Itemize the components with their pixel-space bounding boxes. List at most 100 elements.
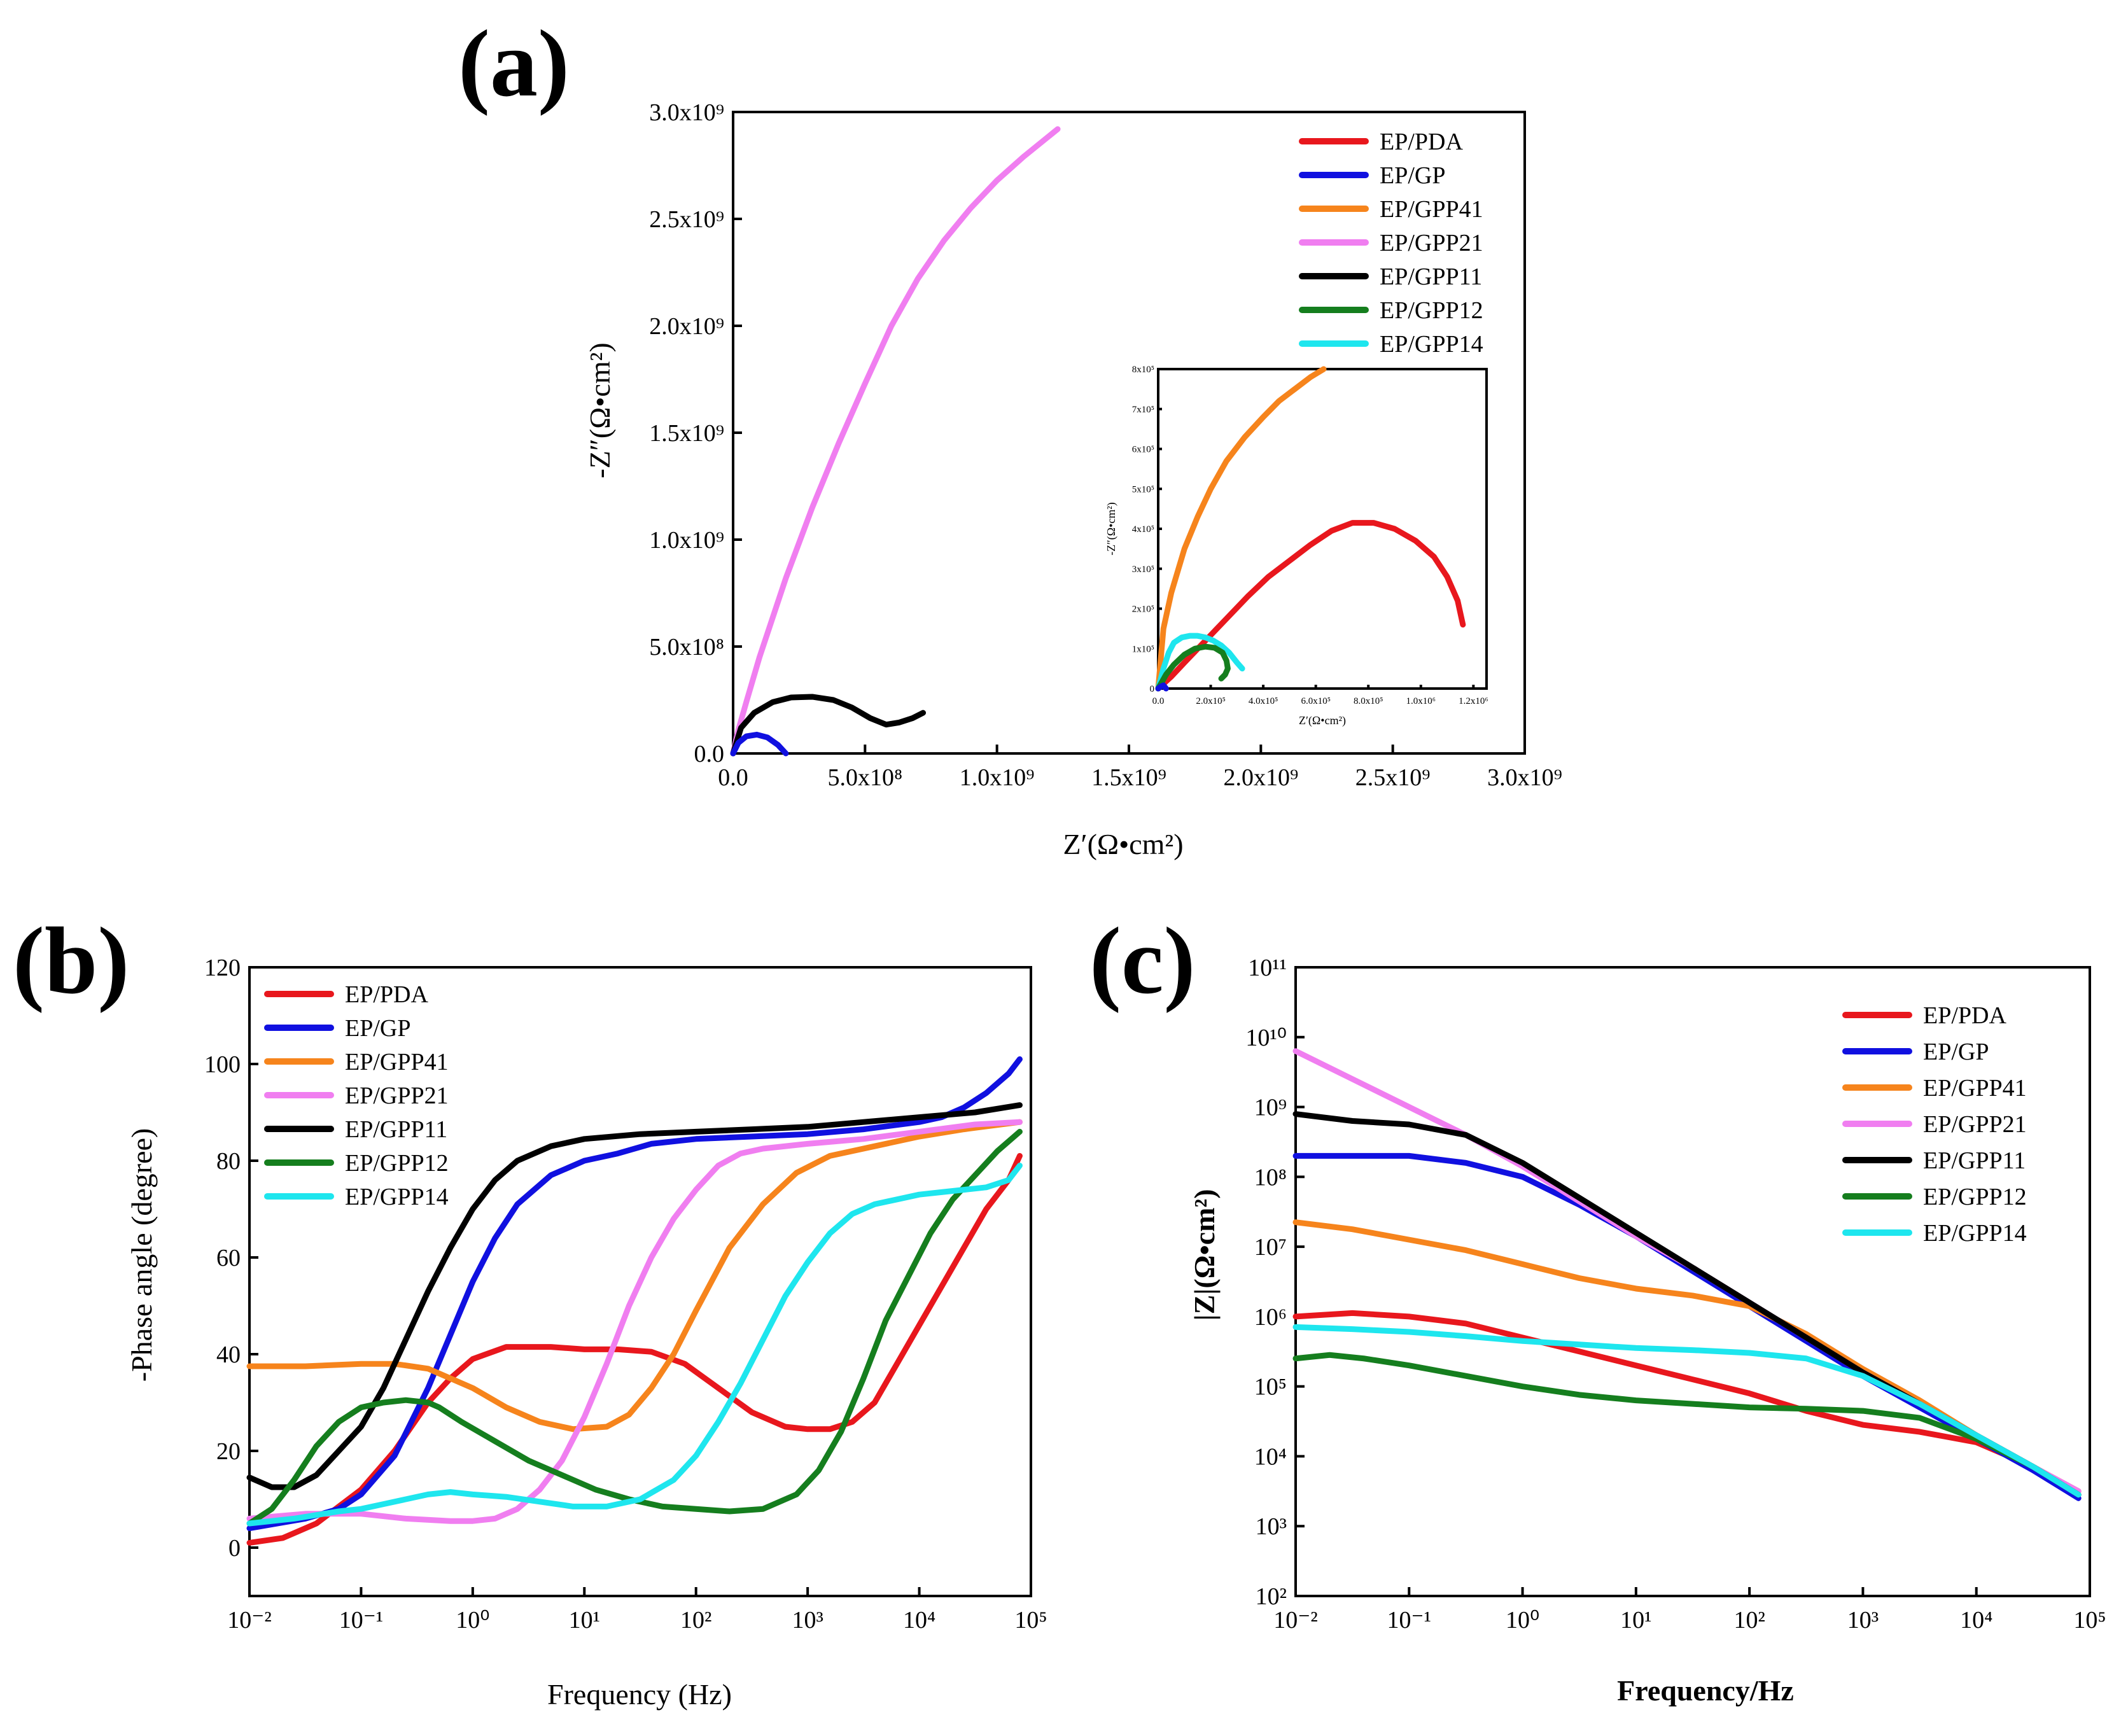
panel-a-inset-y-tick-label: 2x10⁵ (1132, 605, 1154, 615)
panel-b-x-tick-label: 10⁵ (1014, 1607, 1047, 1634)
panel-b-x-tick-label: 10³ (792, 1607, 823, 1634)
panel-c-x-tick-label: 10⁻² (1273, 1607, 1317, 1634)
panel-a-x-tick-label: 3.0x10⁹ (1487, 764, 1562, 791)
panel-c-y-tick-label: 10¹¹ (1248, 955, 1287, 981)
panel-b-series-ep-gpp21 (246, 1119, 1023, 1524)
panel-a-legend-label-ep-gpp21: EP/GPP21 (1380, 230, 1483, 256)
panel-c-y-axis-title: |Z|(Ω•cm²) (1188, 1189, 1221, 1320)
panel-b-legend: EP/PDA EP/GP EP/GPP41 EP/GPP21 EP/GPP11 EP/GP… (264, 981, 449, 1210)
panel-b-label: (b) (13, 908, 129, 1014)
panel-a-inset-y-tick-label: 4x10⁵ (1132, 524, 1154, 535)
panel-a-inset-y-tick-label: 6x10⁵ (1132, 445, 1154, 455)
panel-b-y-tick-label: 40 (216, 1341, 241, 1368)
panel-a-inset-x-tick-label: 4.0x10⁵ (1249, 696, 1278, 706)
panel-c-series-ep-gp (1292, 1152, 2082, 1501)
panel-c-series-ep-gpp12 (1292, 1352, 2082, 1498)
panel-b-y-tick-label: 0 (228, 1535, 241, 1562)
panel-a-inset-y-tick-label: 8x10⁵ (1132, 365, 1154, 375)
panel-a-y-tick-label: 5.0x10⁸ (649, 634, 724, 661)
panel-a-inset-chart: 0.0 2.0x10⁵ 4.0x10⁵ 6.0x10⁵ 8.0x10⁵ 1.0x10⁶ 1.… (1105, 365, 1488, 727)
panel-c-legend-label-ep-gpp12: EP/GPP12 (1923, 1184, 2027, 1210)
panel-b-axis-frame (248, 966, 1032, 1597)
panel-b-x-tick-label: 10¹ (569, 1607, 600, 1634)
panel-b-series-ep-gpp41 (246, 1119, 1023, 1432)
panel-a-x-tick-label: 1.5x10⁹ (1091, 764, 1166, 791)
panel-c-legend-label-ep-gp: EP/GP (1923, 1039, 1989, 1065)
panel-c-y-tick-label: 10³ (1256, 1513, 1287, 1540)
panel-a-y-axis-title: -Z″(Ω•cm²) (584, 342, 616, 479)
panel-a-series-ep-gp (730, 731, 789, 757)
panel-b-y-axis-title: -Phase angle (degree) (125, 1128, 158, 1382)
panel-c-x-tick-label: 10¹ (1620, 1607, 1651, 1634)
panel-a-legend: EP/PDA EP/GP EP/GPP41 EP/GPP21 EP/GPP11 EP/GP… (1299, 129, 1483, 358)
panel-a-inset-x-tick-label: 0.0 (1152, 696, 1165, 706)
panel-c-x-tick-label: 10⁵ (2073, 1607, 2106, 1634)
panel-a-inset-y-tick-label: 1x10⁵ (1132, 644, 1154, 654)
panel-a-inset-y-tick-label: 5x10⁵ (1132, 484, 1154, 494)
panel-b-legend-label-ep-gpp11: EP/GPP11 (345, 1116, 447, 1143)
panel-b-series-ep-gpp11 (246, 1102, 1023, 1490)
panel-a-y-tick-label: 1.5x10⁹ (649, 420, 724, 447)
panel-a-label: (a) (458, 11, 570, 116)
panel-a-x-tick-label: 0.0 (718, 764, 748, 791)
panel-a-legend-label-ep-gpp14: EP/GPP14 (1380, 331, 1483, 358)
panel-b-y-tick-label: 100 (204, 1051, 241, 1078)
panel-a-inset-y-tick-label: 3x10⁵ (1132, 564, 1154, 575)
panel-a-inset-series-ep-gpp12 (1155, 643, 1231, 692)
panel-c-y-tick-label: 10⁵ (1254, 1374, 1287, 1401)
panel-a-plot-area: 0.0 5.0x10⁸ 1.0x10⁹ 1.5x10⁹ 2.0x10⁹ 2.5x10⁹ 3.… (649, 99, 1562, 791)
panel-a-x-tick-label: 2.5x10⁹ (1355, 764, 1431, 791)
panel-b-legend-label-ep-gpp14: EP/GPP14 (345, 1184, 449, 1210)
panel-a-chart: (a) 0.0 5.0x10⁸ 1.0x10⁹ 1.5x10⁹ 2.0x10⁹ 2.5x1… (458, 11, 1562, 860)
panel-b-x-tick-label: 10⁰ (456, 1607, 489, 1634)
panel-a-y-tick-label: 2.0x10⁹ (649, 313, 724, 340)
panel-b-legend-label-ep-gp: EP/GP (345, 1015, 410, 1042)
panel-c-y-tick-label: 10⁴ (1254, 1443, 1287, 1470)
panel-a-inset-y-axis-title: -Z″(Ω•cm²) (1105, 502, 1118, 556)
panel-c-series-ep-pda (1292, 1310, 2082, 1498)
panel-a-inset-y-tick-label: 7x10⁵ (1132, 405, 1154, 415)
panel-c-x-tick-label: 10² (1733, 1607, 1765, 1634)
panel-c-x-tick-label: 10⁻¹ (1387, 1607, 1431, 1634)
panel-c-y-tick-label: 10⁶ (1254, 1304, 1287, 1331)
panel-c-x-tick-label: 10⁰ (1506, 1607, 1539, 1634)
panel-a-legend-label-ep-gpp11: EP/GPP11 (1380, 263, 1482, 290)
panel-b-x-axis-title: Frequency (Hz) (547, 1678, 732, 1711)
panel-a-y-tick-label: 1.0x10⁹ (649, 527, 724, 554)
panel-a-y-tick-label: 0.0 (694, 741, 725, 767)
panel-a-inset-x-tick-label: 1.2x10⁶ (1459, 696, 1488, 706)
panel-a-x-axis-title: Z′(Ω•cm²) (1063, 828, 1183, 860)
panel-b-legend-label-ep-pda: EP/PDA (345, 981, 428, 1008)
panel-b-x-tick-label: 10⁴ (903, 1607, 935, 1634)
panel-a-x-tick-label: 2.0x10⁹ (1223, 764, 1298, 791)
panel-a-inset-series-ep-gpp14 (1155, 633, 1245, 692)
panel-b-y-tick-label: 20 (216, 1438, 241, 1465)
panel-c-y-tick-label: 10⁷ (1254, 1234, 1287, 1261)
panel-a-series-ep-gpp11 (730, 694, 927, 757)
panel-c-x-tick-label: 10⁴ (1960, 1607, 1992, 1634)
panel-b-chart: (b) 10⁻² 10⁻¹ 10⁰ 10¹ 10² 10³ 10⁴ 10⁵0204060801… (13, 908, 1047, 1711)
panel-a-inset-x-tick-label: 2.0x10⁵ (1196, 696, 1225, 706)
panel-b-y-tick-label: 80 (216, 1148, 241, 1175)
panel-b-x-tick-label: 10⁻¹ (339, 1607, 383, 1634)
panel-a-legend-label-ep-gpp12: EP/GPP12 (1380, 297, 1483, 324)
panel-a-inset-series-ep-gpp41 (1155, 366, 1327, 692)
panel-a-x-tick-label: 5.0x10⁸ (827, 764, 902, 791)
panel-a-inset-x-axis-title: Z′(Ω•cm²) (1299, 714, 1346, 727)
panel-a-inset-series-ep-gp (1155, 682, 1169, 692)
panel-c-y-tick-label: 10¹⁰ (1245, 1025, 1287, 1051)
panel-c-chart: (c) 10⁻² 10⁻¹ 10⁰ 10¹ 10² 10³ 10⁴ 10⁵10²10³10⁴1… (1089, 908, 2106, 1707)
panel-b-plot-area: 10⁻² 10⁻¹ 10⁰ 10¹ 10² 10³ 10⁴ 10⁵ 0 20 40 60 80 100 12… (204, 955, 1047, 1634)
panel-b-y-tick-label: 60 (216, 1245, 241, 1271)
panel-a-y-tick-label: 2.5x10⁹ (649, 206, 724, 233)
panel-a-series-ep-gpp21 (730, 126, 1061, 757)
panel-c-legend-label-ep-gpp41: EP/GPP41 (1923, 1075, 2027, 1102)
panel-c-y-tick-label: 10⁹ (1254, 1095, 1287, 1121)
panel-a-inset-x-tick-label: 1.0x10⁶ (1406, 696, 1436, 706)
panel-b-y-tick-label: 120 (204, 955, 241, 981)
panel-b-series-ep-pda (246, 1152, 1023, 1546)
panel-c-legend-label-ep-gpp21: EP/GPP21 (1923, 1111, 2027, 1138)
panel-b-legend-label-ep-gpp21: EP/GPP21 (345, 1082, 449, 1109)
panel-a-legend-label-ep-gpp41: EP/GPP41 (1380, 196, 1483, 223)
